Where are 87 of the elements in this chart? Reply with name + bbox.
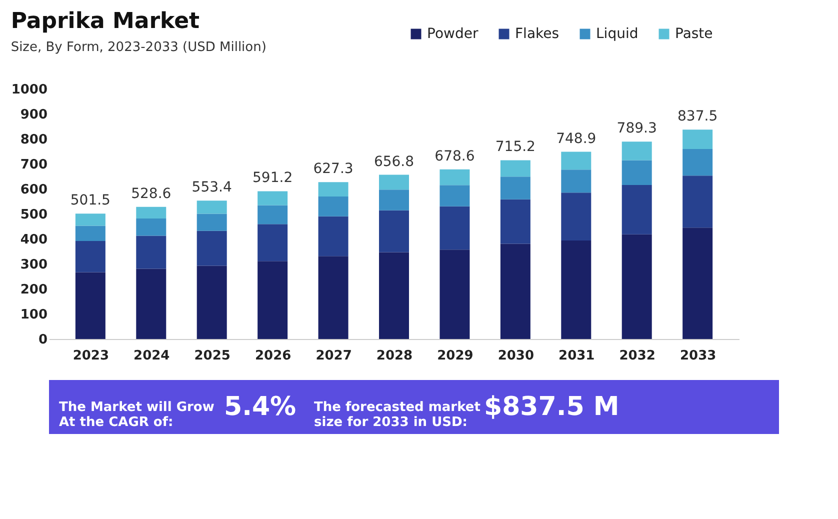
legend-label: Paste (675, 26, 713, 42)
total-label: 627.3 (313, 161, 354, 178)
bar (196, 230, 227, 266)
total-label: 553.4 (192, 180, 232, 196)
total-label: 837.5 (678, 108, 718, 125)
bar (136, 268, 166, 339)
x-tick-label: 2030 (498, 348, 534, 364)
bar (136, 236, 166, 269)
bar (379, 210, 409, 252)
bar (258, 205, 288, 224)
x-tick-label: 2028 (376, 348, 413, 364)
y-tick-label: 900 (20, 108, 48, 122)
bar (440, 250, 470, 339)
total-label: 715.2 (495, 139, 536, 156)
x-tick-label: 2029 (437, 348, 474, 364)
total-label: 528.6 (131, 186, 172, 202)
bar (75, 272, 106, 339)
x-tick-label: 2033 (680, 348, 716, 364)
text: The forecasted market size for 2033 in USD: (314, 400, 480, 430)
y-tick-label: 500 (20, 208, 48, 222)
bar (682, 130, 713, 149)
bar (318, 196, 348, 216)
total-label: 678.6 (434, 148, 475, 164)
bar (379, 190, 409, 210)
bar (440, 206, 470, 250)
bar (622, 160, 652, 185)
bar (379, 252, 409, 339)
bar (622, 234, 652, 339)
x-tick-label: 2024 (134, 348, 170, 364)
total-label: 501.5 (70, 192, 110, 209)
x-tick-label: 2023 (72, 348, 110, 364)
bar (500, 244, 530, 339)
x-tick-label: 2026 (254, 348, 292, 364)
x-tick-label: 2027 (316, 348, 352, 364)
x-tick-label: 2025 (194, 348, 230, 364)
y-tick-label: 700 (20, 158, 48, 172)
y-tick-label: 200 (20, 282, 48, 298)
chart-subtitle: Size, By Form, 2023-2033 (USD Million) (10, 40, 266, 55)
bar (561, 192, 592, 240)
y-tick-label: 400 (20, 232, 48, 248)
bar (561, 152, 592, 170)
bar (500, 160, 530, 177)
bar (75, 241, 106, 272)
bar (682, 148, 713, 176)
y-tick-label: 100 (20, 308, 48, 322)
bar (196, 214, 227, 231)
y-tick-label: 1000 (11, 82, 48, 98)
y-tick-label: 600 (20, 182, 48, 198)
x-tick-label: 2031 (558, 348, 595, 364)
bar (318, 256, 348, 339)
text: $837.5 M (484, 392, 620, 422)
legend-label: Powder (427, 26, 478, 42)
bar (196, 200, 227, 214)
total-label: 591.2 (252, 170, 293, 186)
x-tick-label: 2032 (619, 348, 656, 364)
legend-label: Flakes (515, 26, 560, 42)
total-label: 656.8 (374, 154, 414, 170)
bar (440, 169, 470, 186)
bar (500, 176, 530, 200)
bar (440, 185, 470, 206)
bar (682, 228, 713, 339)
bar (136, 218, 166, 236)
bar (258, 261, 288, 339)
bar (258, 191, 288, 206)
bar (622, 142, 652, 160)
text: The Market will Grow At the CAGR of: (59, 400, 214, 430)
chart-title: Paprika Market (10, 9, 200, 34)
bar (136, 206, 166, 218)
bar (318, 216, 348, 256)
bar (75, 226, 106, 242)
bar (75, 214, 106, 226)
text: 5.4% (224, 392, 296, 422)
bar (258, 224, 288, 262)
y-tick-label: 300 (20, 258, 48, 272)
bar (561, 240, 592, 339)
bar (622, 185, 652, 234)
bar (196, 266, 227, 339)
bar (379, 174, 409, 190)
total-label: 748.9 (556, 130, 596, 147)
y-tick-label: 0 (38, 332, 48, 348)
total-label: 789.3 (616, 120, 657, 137)
bar (561, 170, 592, 193)
y-tick-label: 800 (20, 132, 48, 148)
bar (318, 182, 348, 196)
bar (500, 199, 530, 244)
legend-label: Liquid (596, 26, 638, 42)
bar (682, 176, 713, 228)
